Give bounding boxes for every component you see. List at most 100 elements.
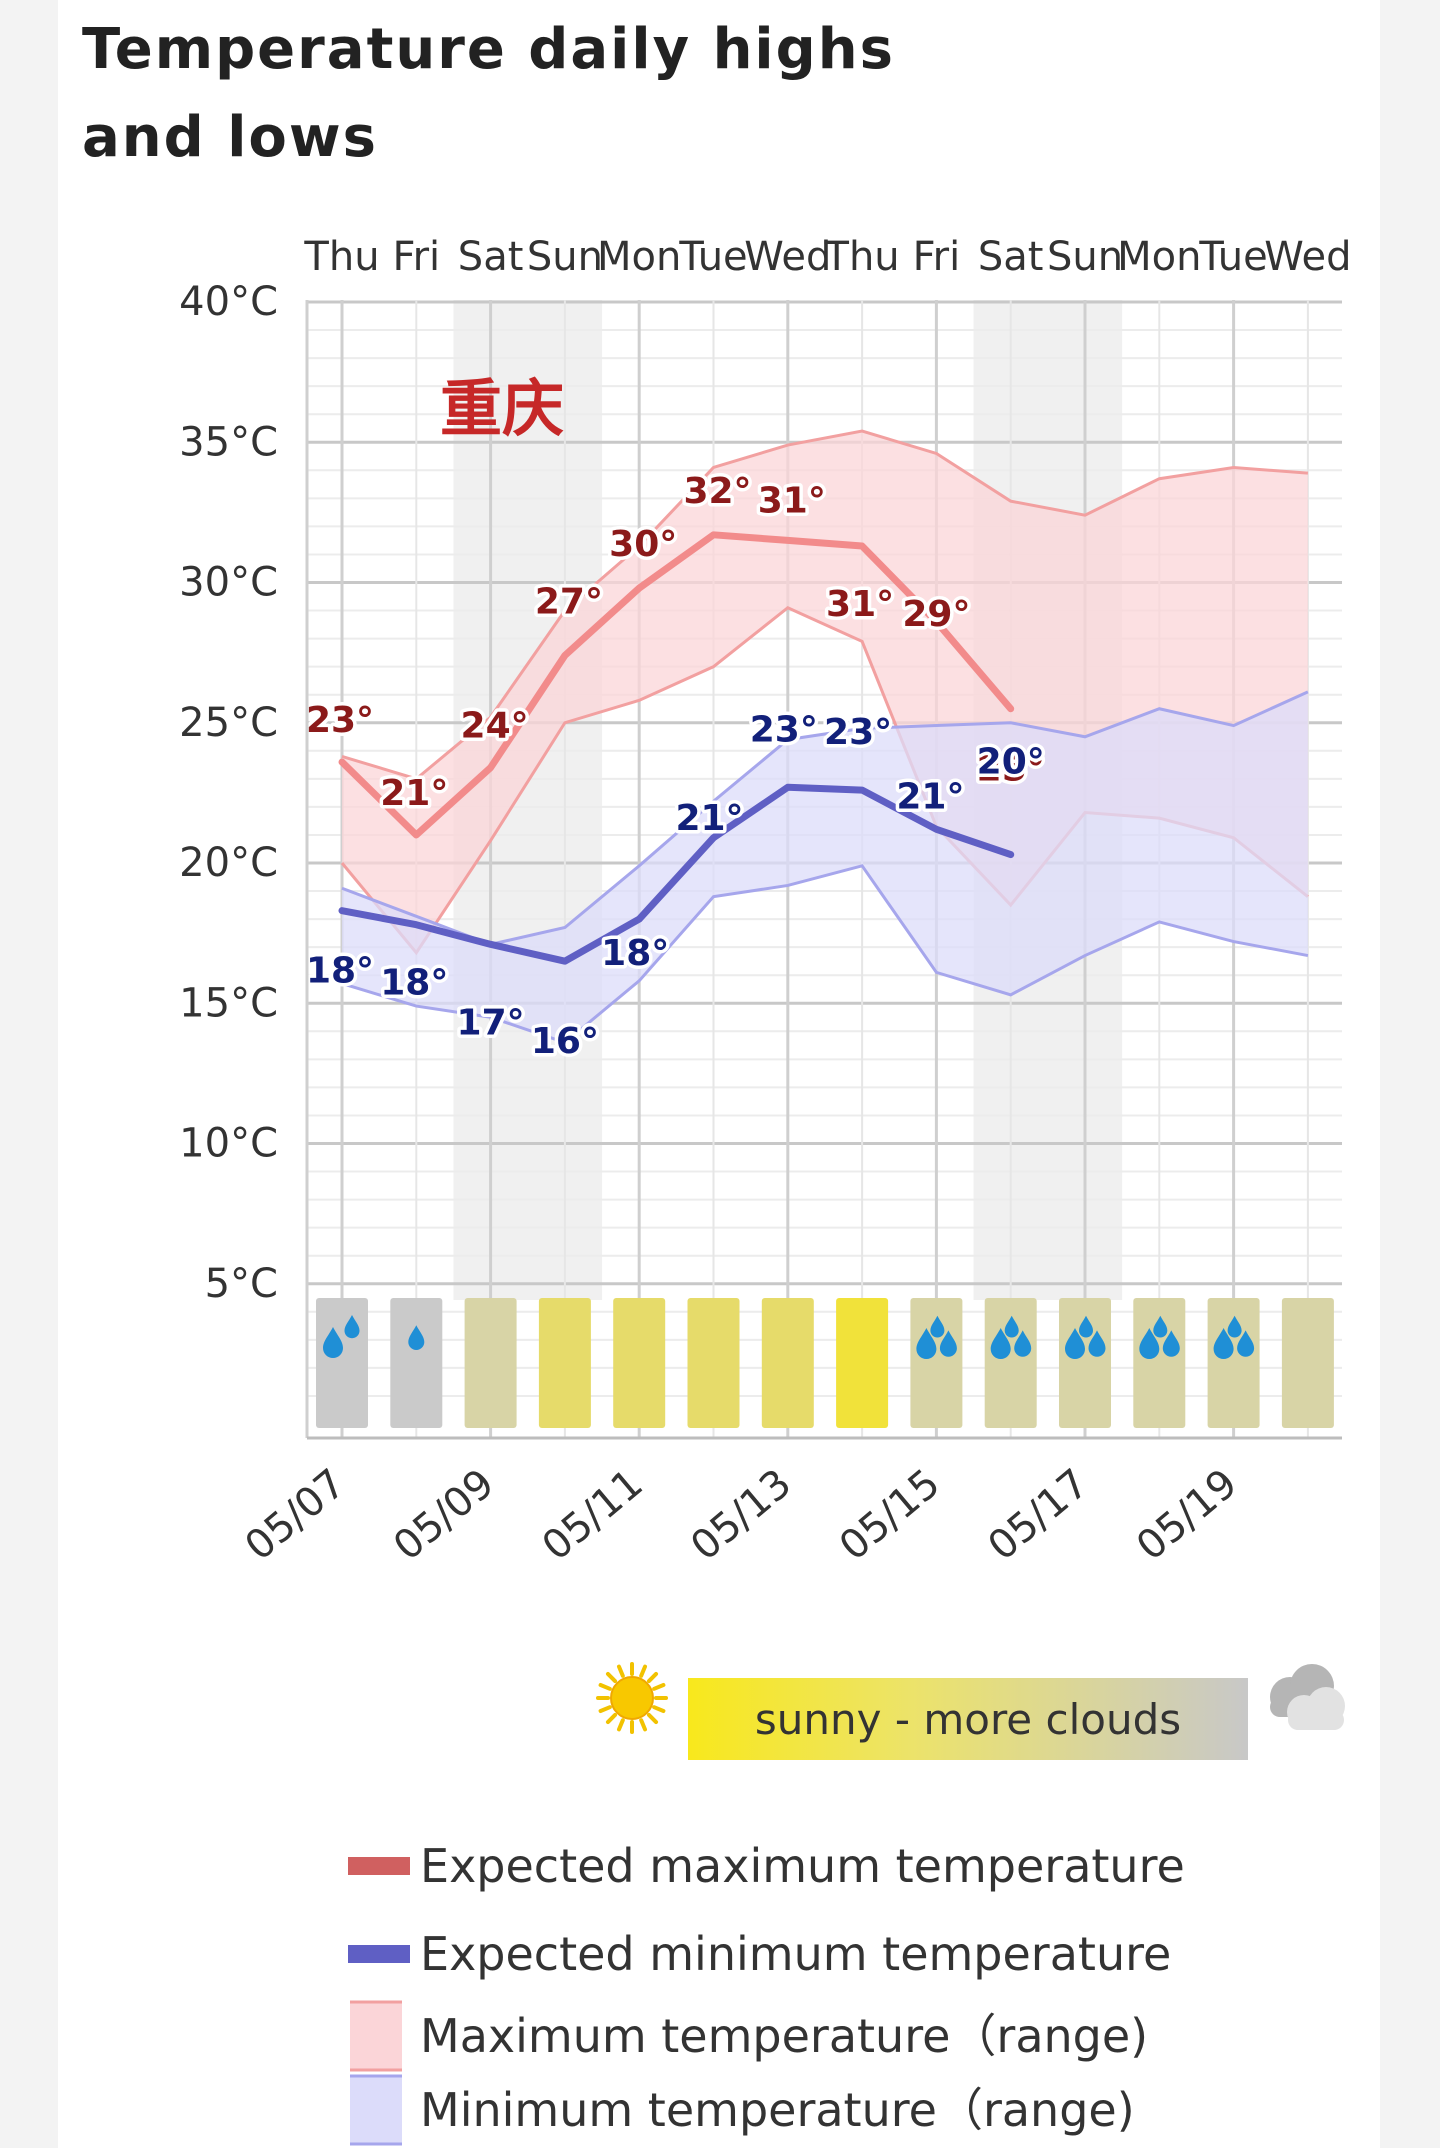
max-range-upper-edge [341, 429, 1309, 781]
date-label: 05/09 [385, 1460, 503, 1569]
date-label: 05/15 [831, 1460, 949, 1569]
rain-drop-icon [1139, 1328, 1160, 1360]
city-label-group: 重庆 [440, 372, 564, 445]
max-value-label: 30° [609, 524, 677, 565]
sun-ray [639, 1664, 648, 1678]
rain-drop-icon [1004, 1315, 1019, 1338]
date-label: 05/19 [1128, 1460, 1246, 1569]
y-tick-label: 5°C [205, 1261, 278, 1307]
weather-block [761, 1298, 814, 1428]
day-label: Sat [458, 234, 524, 280]
weather-block [1059, 1298, 1111, 1428]
max-value-label: 25° [977, 749, 1045, 790]
rain-drop-icon [930, 1315, 945, 1338]
legend-label: Minimum temperature（range) [420, 2083, 1135, 2137]
legend-item-min-range: Minimum temperature（range) [350, 2074, 1135, 2146]
rain-drop-icon [1227, 1315, 1242, 1338]
min-value-label: 18° [306, 951, 374, 992]
cloud-icon [1270, 1664, 1345, 1730]
legend-item-expected-max: Expected maximum temperature [348, 1839, 1185, 1893]
rain-drop-icon [1079, 1315, 1093, 1338]
page-title: Temperature daily highs and lows [82, 17, 895, 170]
min-range-fill [342, 691, 1308, 1043]
max-value-label: 27° [535, 581, 603, 622]
expected-max-line [338, 531, 1015, 839]
y-tick-label: 20°C [179, 840, 278, 886]
sun-ray [605, 1712, 618, 1725]
weather-block [390, 1298, 443, 1428]
min-value-label: 21° [896, 776, 964, 817]
city-label: 重庆 [440, 372, 564, 445]
rain-drop-icon [990, 1328, 1011, 1360]
day-label: Thu [303, 234, 379, 280]
legend-label: Expected maximum temperature [420, 1839, 1185, 1893]
max-value-label: 21° [380, 773, 448, 814]
y-tick-label: 15°C [179, 980, 278, 1026]
weather-strip [316, 1298, 1334, 1428]
min-value-label: 20° [977, 742, 1045, 783]
sun-ray [646, 1712, 659, 1725]
cloud-base [1288, 1710, 1344, 1730]
weather-block [687, 1298, 740, 1428]
min-value-label: 23° [750, 709, 818, 750]
sun-ray [598, 1682, 612, 1691]
min-range-lower-edge [341, 864, 1309, 1045]
y-tick-label: 30°C [179, 560, 278, 606]
expected-min-line [338, 783, 1015, 965]
day-label: Tue [678, 234, 747, 280]
weather-scale-bar [688, 1678, 1248, 1760]
rain-drop-icon [1014, 1330, 1032, 1357]
min-value-label: 18° [601, 933, 669, 974]
sun-ray [616, 1718, 625, 1732]
sun-ray [652, 1705, 666, 1714]
sun-ray [598, 1705, 612, 1714]
rain-drop-icon [408, 1325, 425, 1350]
day-label: Sun [527, 234, 603, 280]
weather-block [316, 1298, 368, 1428]
day-label: Fri [913, 234, 961, 280]
weather-block [538, 1298, 591, 1428]
rain-drop-icon [344, 1315, 360, 1339]
weather-block [1207, 1298, 1260, 1428]
weather-scale-legend: sunny - more clouds [596, 1662, 1345, 1760]
rain-drop-icon [1088, 1330, 1106, 1357]
rain-drop-icon [939, 1330, 957, 1357]
y-tick-label: 10°C [179, 1121, 278, 1167]
date-label: 05/11 [534, 1460, 652, 1569]
date-label: 05/07 [237, 1460, 355, 1569]
legend-item-expected-min: Expected minimum temperature [348, 1927, 1171, 1981]
y-tick-label: 35°C [179, 419, 278, 465]
range-bands [340, 429, 1309, 1045]
day-label: Mon [597, 234, 681, 280]
weather-scale-label: sunny - more clouds [755, 1695, 1181, 1744]
day-label: Thu [824, 234, 900, 280]
day-label: Mon [1117, 234, 1201, 280]
day-label: Fri [392, 234, 440, 280]
legend: Expected maximum temperature Expected min… [348, 1839, 1185, 2146]
sun-disc [610, 1676, 654, 1720]
min-value-label: 21° [675, 798, 743, 839]
date-label: 05/13 [682, 1460, 800, 1569]
max-value-label: 29° [902, 594, 970, 635]
day-label: Tue [1198, 234, 1267, 280]
day-label: Sun [1047, 234, 1123, 280]
sun-icon [596, 1662, 668, 1734]
value-labels: 23°21°24°27°30°32° 31°31° 29°25°18° 18°17° 1… [302, 467, 1048, 1065]
rain-drop-icon [323, 1327, 343, 1358]
max-value-label: 31° [826, 584, 894, 625]
min-value-label: 18° [380, 963, 448, 1004]
legend-swatch [350, 2076, 402, 2144]
weather-block [836, 1298, 889, 1428]
weather-block [613, 1298, 666, 1428]
max-value-label: 31° [758, 480, 826, 521]
min-value-label: 17° [457, 1002, 525, 1043]
legend-swatch [350, 2002, 402, 2070]
weather-block [910, 1298, 963, 1428]
max-value-label: 23° [306, 700, 374, 741]
y-tick-label: 40°C [179, 279, 278, 325]
legend-label: Expected minimum temperature [420, 1927, 1171, 1981]
rain-drop-icon [916, 1328, 937, 1360]
sun-ray [605, 1671, 618, 1684]
sun-ray [616, 1664, 625, 1678]
